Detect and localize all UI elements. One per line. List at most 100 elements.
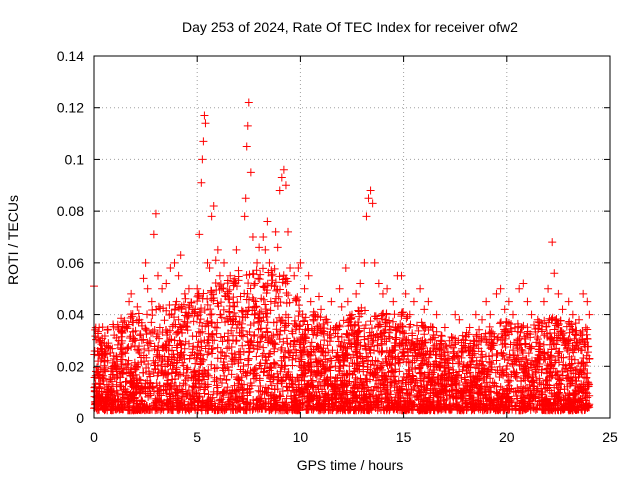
- roti-point-bg: [192, 354, 201, 363]
- roti-point-bg: [246, 321, 255, 330]
- roti-point: [242, 142, 251, 151]
- roti-point-bg: [320, 324, 329, 333]
- roti-point-bg: [278, 387, 287, 396]
- roti-point-bg: [388, 355, 397, 364]
- roti-point-bg: [145, 383, 154, 392]
- roti-point-bg: [313, 322, 322, 331]
- roti-point-bg: [474, 364, 483, 373]
- roti-point-bg: [348, 370, 357, 379]
- roti-point: [492, 289, 501, 298]
- roti-point: [271, 227, 280, 236]
- roti-point-bg: [146, 372, 155, 381]
- roti-point-bg: [263, 327, 272, 336]
- roti-point-bg: [419, 390, 428, 399]
- roti-point-bg: [301, 313, 310, 322]
- roti-point-bg: [478, 357, 487, 366]
- roti-point-bg: [239, 307, 248, 316]
- roti-point-bg: [286, 373, 295, 382]
- roti-point-bg: [400, 329, 409, 338]
- roti-point-bg: [470, 402, 479, 411]
- roti-point-bg: [184, 400, 193, 409]
- roti-point-bg: [512, 368, 521, 377]
- roti-point-bg: [136, 330, 145, 339]
- roti-point-bg: [335, 367, 344, 376]
- roti-point-bg: [517, 323, 526, 332]
- roti-point-bg: [477, 368, 486, 377]
- roti-point-bg: [224, 307, 233, 316]
- roti-point-bg: [121, 390, 130, 399]
- roti-point-bg: [148, 327, 157, 336]
- roti-point: [198, 155, 207, 164]
- roti-point-bg: [226, 316, 235, 325]
- roti-point-bg: [585, 391, 594, 400]
- roti-point-bg: [93, 370, 102, 379]
- roti-point-bg: [196, 337, 205, 346]
- roti-point: [261, 245, 270, 254]
- roti-point-bg: [285, 404, 294, 413]
- roti-point-bg: [176, 401, 185, 410]
- roti-point-bg: [217, 395, 226, 404]
- roti-point-bg: [342, 329, 351, 338]
- roti-point-bg: [271, 360, 280, 369]
- roti-point-bg: [377, 339, 386, 348]
- roti-point: [405, 310, 414, 319]
- roti-point: [95, 323, 104, 332]
- roti-point-bg: [140, 345, 149, 353]
- roti-point-bg: [398, 378, 407, 387]
- roti-point-bg: [282, 406, 291, 415]
- roti-point-bg: [518, 387, 527, 396]
- roti-point-bg: [429, 330, 438, 339]
- roti-point-bg: [191, 372, 200, 381]
- roti-point-bg: [334, 353, 343, 362]
- roti-point-bg: [227, 370, 236, 379]
- roti-point: [294, 264, 303, 273]
- roti-point: [267, 271, 276, 280]
- roti-point-bg: [276, 392, 285, 401]
- roti-point-bg: [404, 380, 413, 389]
- roti-point-bg: [583, 348, 592, 357]
- roti-point-bg: [437, 332, 446, 341]
- roti-point-bg: [192, 332, 201, 341]
- roti-point-bg: [487, 387, 496, 396]
- roti-point-bg: [194, 397, 203, 406]
- roti-point-bg: [209, 296, 218, 305]
- roti-point-bg: [178, 328, 187, 337]
- y-tick-label: 0.06: [57, 255, 84, 271]
- roti-point-bg: [212, 376, 221, 385]
- roti-point-bg: [403, 389, 412, 398]
- roti-point-bg: [190, 367, 199, 376]
- roti-point-bg: [106, 403, 115, 412]
- roti-point-bg: [300, 369, 309, 378]
- roti-point-bg: [449, 365, 458, 374]
- roti-point-bg: [343, 330, 352, 339]
- roti-point-bg: [254, 342, 263, 351]
- roti-point-bg: [95, 384, 104, 393]
- roti-point-bg: [165, 335, 174, 344]
- roti-point-bg: [148, 311, 157, 320]
- roti-point-bg: [306, 381, 315, 390]
- roti-point: [428, 323, 437, 332]
- roti-point-bg: [418, 359, 427, 368]
- roti-point: [486, 310, 495, 319]
- roti-point-bg: [270, 347, 279, 356]
- roti-point-bg: [563, 346, 572, 355]
- roti-point-bg: [354, 327, 363, 336]
- roti-point-bg: [256, 337, 265, 346]
- roti-point-bg: [432, 360, 441, 369]
- roti-point-bg: [241, 405, 250, 414]
- roti-point-bg: [204, 390, 213, 399]
- roti-point-bg: [509, 346, 518, 355]
- roti-point-bg: [482, 372, 491, 381]
- roti-point-bg: [542, 322, 551, 331]
- roti-point-bg: [415, 363, 424, 372]
- roti-point-bg: [173, 356, 182, 365]
- roti-point-bg: [343, 354, 352, 363]
- roti-point-bg: [309, 316, 318, 325]
- roti-point-bg: [181, 381, 190, 390]
- roti-point-bg: [515, 361, 524, 370]
- roti-point-bg: [408, 331, 417, 340]
- roti-point-bg: [138, 404, 147, 413]
- roti-point-bg: [412, 321, 421, 330]
- roti-point-bg: [254, 401, 263, 410]
- roti-point-bg: [323, 331, 332, 340]
